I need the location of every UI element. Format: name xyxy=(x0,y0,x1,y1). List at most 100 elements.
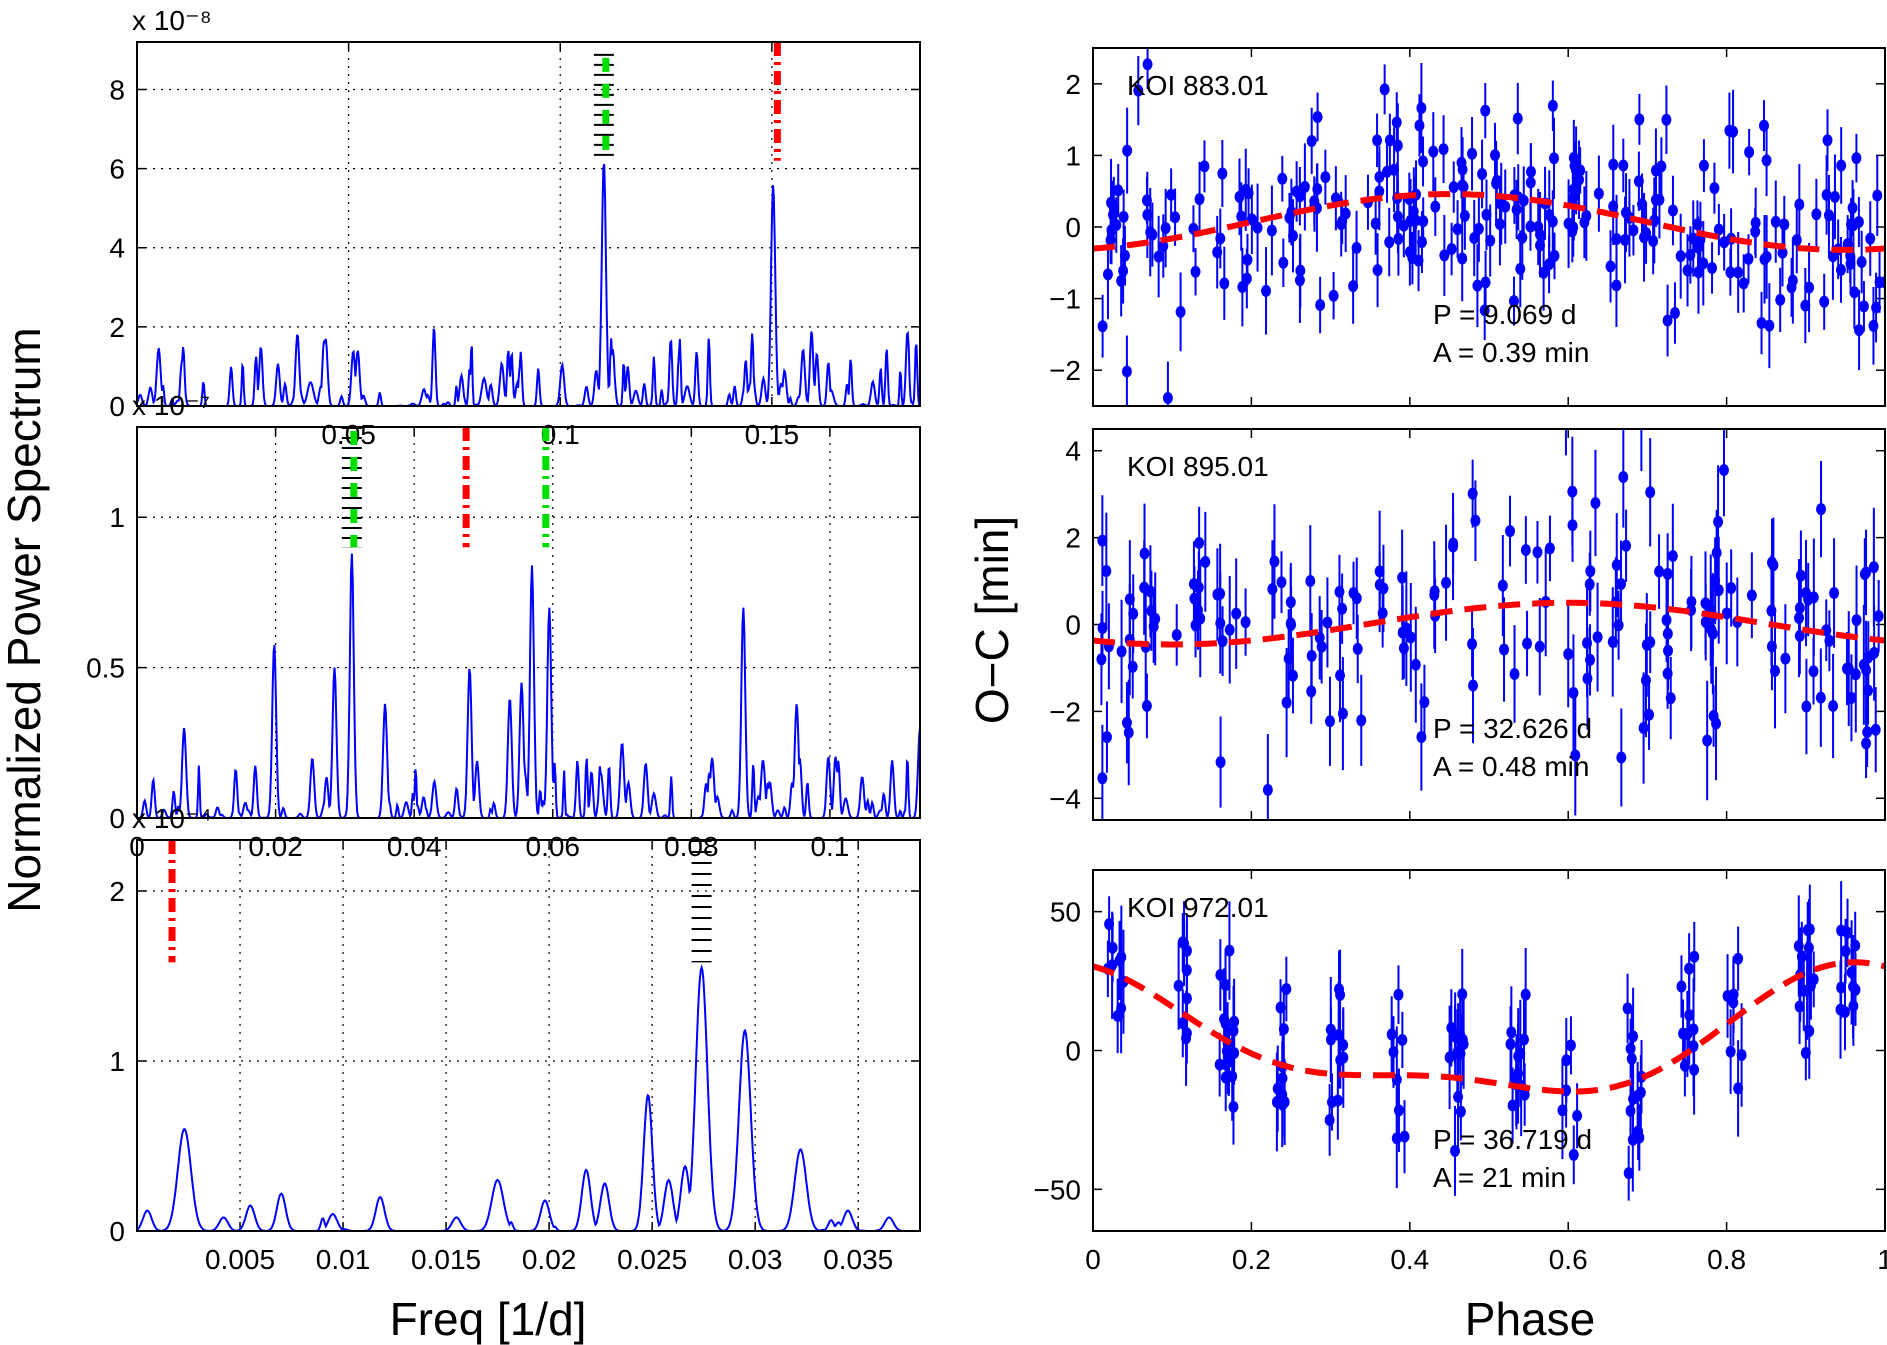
data-point xyxy=(1853,215,1864,228)
data-point xyxy=(1661,614,1672,627)
data-point xyxy=(1517,231,1528,244)
data-point xyxy=(1200,555,1211,568)
data-point xyxy=(1372,134,1383,147)
data-point xyxy=(1188,578,1199,591)
data-point xyxy=(1856,256,1867,269)
data-point xyxy=(1836,981,1847,994)
x-tick-label: 0.1 xyxy=(810,831,849,862)
data-point xyxy=(1374,170,1385,183)
data-point xyxy=(1840,945,1851,958)
data-point xyxy=(1507,1099,1518,1112)
data-point xyxy=(1397,571,1408,584)
data-point xyxy=(1490,149,1501,162)
data-point xyxy=(1567,225,1578,238)
data-point xyxy=(1397,626,1408,639)
data-point xyxy=(1707,261,1718,274)
data-point xyxy=(1224,623,1235,636)
data-point xyxy=(1725,266,1736,279)
koi-label: KOI 972.01 xyxy=(1127,892,1269,923)
data-point xyxy=(1104,918,1115,931)
axes-box xyxy=(136,41,921,407)
data-point xyxy=(1393,1104,1404,1117)
data-point xyxy=(1299,180,1310,193)
x-tick-label: 0 xyxy=(1085,1244,1101,1275)
data-point xyxy=(1618,471,1629,484)
data-point xyxy=(1509,667,1520,680)
data-point xyxy=(1861,664,1872,677)
y-tick-label: 0 xyxy=(1065,1036,1081,1067)
data-point xyxy=(1170,211,1181,224)
data-point xyxy=(1750,216,1761,229)
data-point xyxy=(1324,715,1335,728)
exponent-label: x 10⁻⁸ xyxy=(132,5,212,36)
data-point xyxy=(1217,167,1228,180)
data-point xyxy=(1214,1058,1225,1071)
data-point xyxy=(1854,324,1865,337)
data-point xyxy=(1448,537,1459,550)
y-tick-label: 2 xyxy=(109,876,125,907)
data-point xyxy=(1276,576,1287,589)
data-point xyxy=(1338,1038,1349,1051)
data-point xyxy=(1713,223,1724,236)
data-point xyxy=(1846,218,1857,231)
data-point xyxy=(1793,940,1804,953)
data-point xyxy=(1811,208,1822,221)
period-label: P = 9.069 d xyxy=(1433,299,1577,330)
data-point xyxy=(1266,224,1277,237)
data-point xyxy=(1628,1030,1639,1043)
data-point xyxy=(1477,167,1488,180)
data-point xyxy=(1173,979,1184,992)
data-point xyxy=(1819,295,1830,308)
data-point xyxy=(1561,1054,1572,1067)
y-tick-label: 0 xyxy=(109,1216,125,1247)
data-point xyxy=(1315,298,1326,311)
data-point xyxy=(1568,1148,1579,1161)
sinusoid-fit-curve xyxy=(1093,959,1885,1095)
data-point xyxy=(1724,124,1735,137)
data-point xyxy=(1611,279,1622,292)
data-point xyxy=(1738,277,1749,290)
data-point xyxy=(1648,235,1659,248)
data-point xyxy=(1851,152,1862,165)
data-point xyxy=(1141,699,1152,712)
y-tick-label: 0 xyxy=(109,803,125,834)
data-point xyxy=(1416,102,1427,115)
data-point xyxy=(1392,139,1403,152)
data-point xyxy=(1116,645,1127,658)
data-point xyxy=(1215,968,1226,981)
data-point xyxy=(1305,575,1316,588)
data-point xyxy=(1142,58,1153,71)
data-point xyxy=(1473,222,1484,235)
data-point xyxy=(1467,637,1478,650)
data-point xyxy=(1534,640,1545,653)
data-point xyxy=(1441,576,1452,589)
data-point xyxy=(1605,260,1616,273)
data-point xyxy=(1286,618,1297,631)
data-point xyxy=(1485,234,1496,247)
data-point xyxy=(1097,772,1108,785)
data-point xyxy=(1802,984,1813,997)
data-point xyxy=(1124,593,1135,606)
x-tick-label: 0.04 xyxy=(387,831,442,862)
data-point xyxy=(1863,651,1874,664)
x-tick-label: 0.4 xyxy=(1390,1244,1429,1275)
data-point xyxy=(1175,305,1186,318)
data-point xyxy=(1533,220,1544,233)
data-point xyxy=(1544,258,1555,271)
data-point xyxy=(1618,159,1629,172)
y-tick-label: 1 xyxy=(1065,140,1081,171)
data-point xyxy=(1565,1039,1576,1052)
data-point xyxy=(1397,1033,1408,1046)
data-point xyxy=(1438,143,1449,156)
data-point xyxy=(1611,233,1622,246)
data-point xyxy=(1494,218,1505,231)
data-point xyxy=(1711,546,1722,559)
data-point xyxy=(1627,1133,1638,1146)
data-point xyxy=(1139,581,1150,594)
data-point xyxy=(1733,1082,1744,1095)
data-point xyxy=(1112,1009,1123,1022)
axes-box xyxy=(1092,47,1886,407)
data-point xyxy=(1743,252,1754,265)
data-point xyxy=(1544,208,1555,221)
